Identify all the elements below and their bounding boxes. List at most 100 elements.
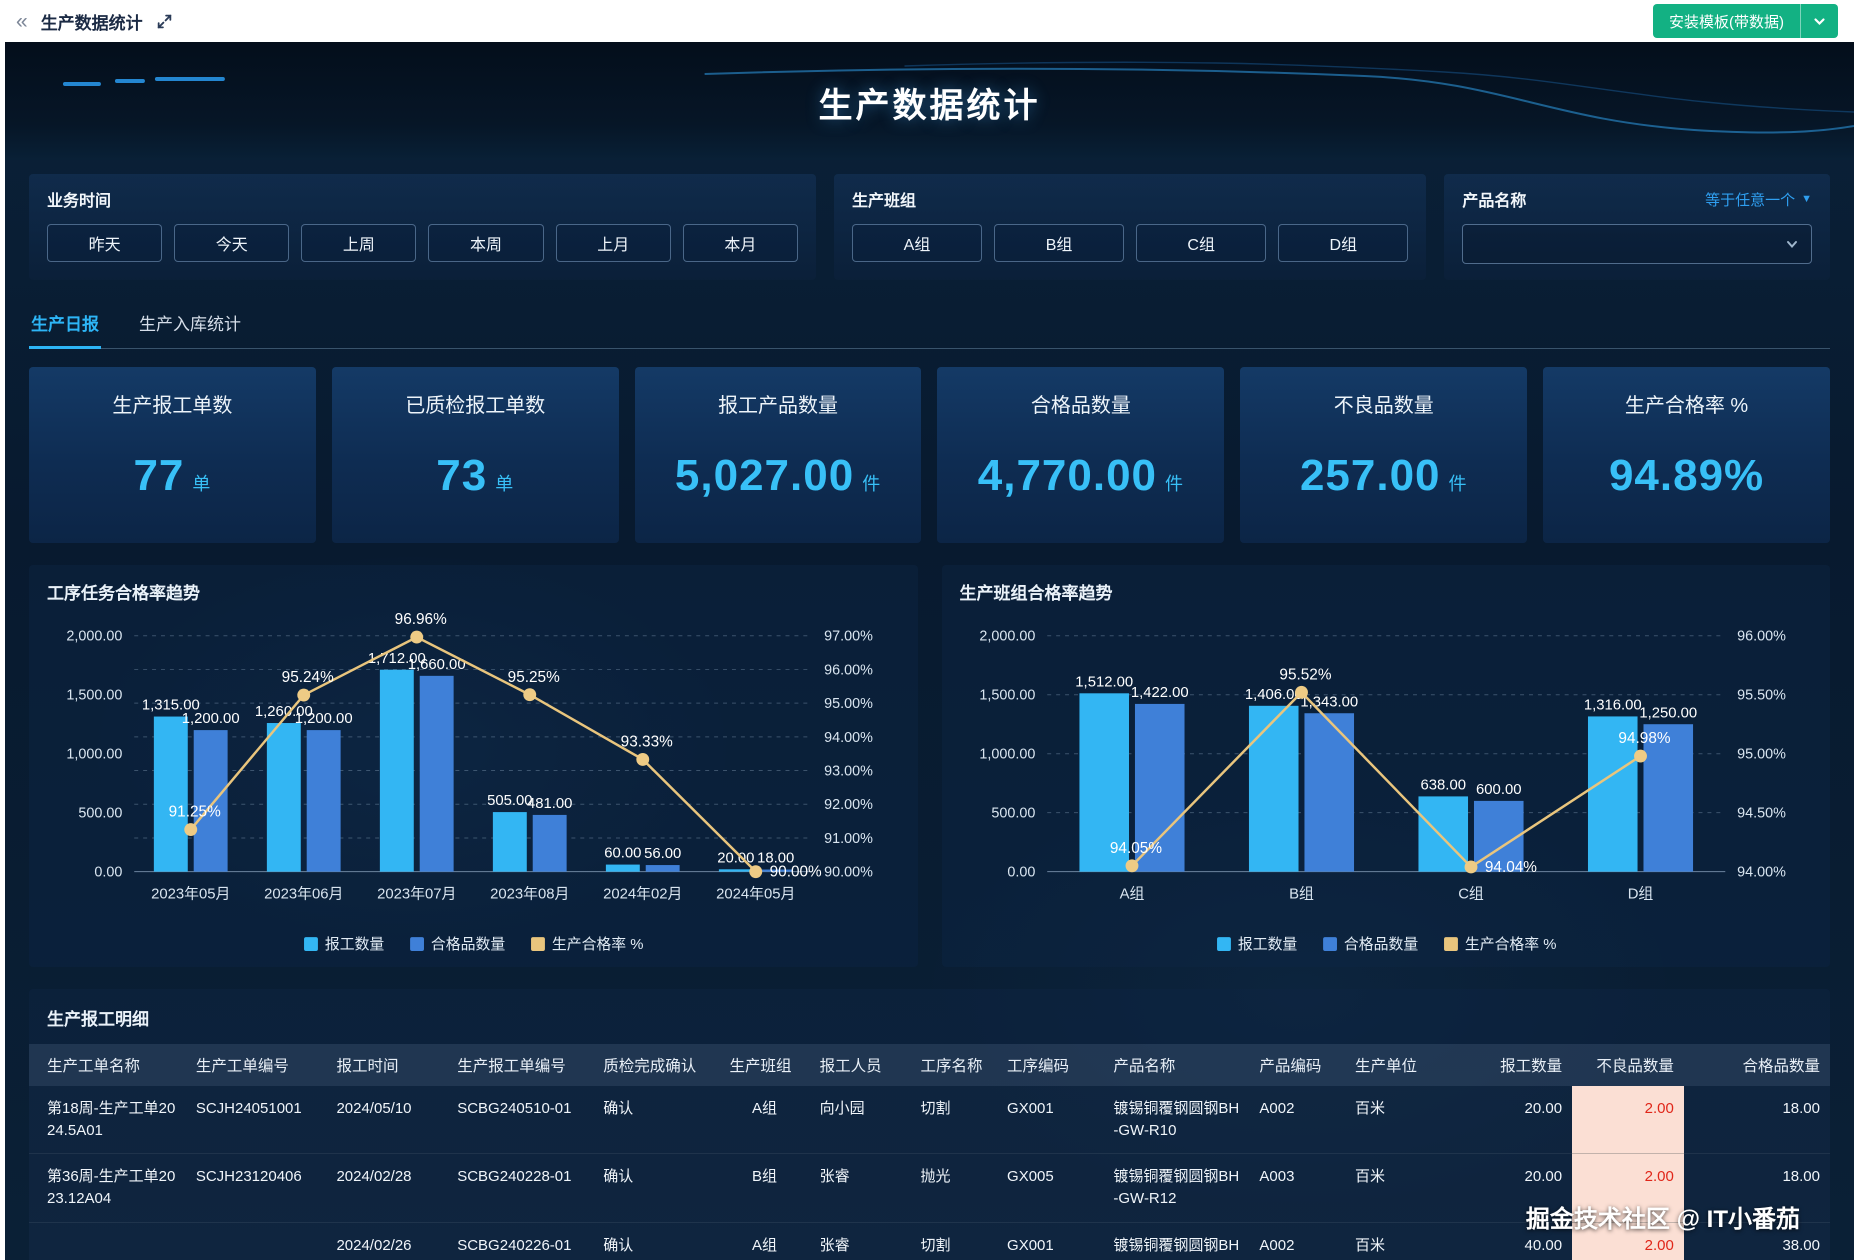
team-button-3[interactable]: C组	[1136, 224, 1267, 262]
kpi-card-5: 不良品数量 257.00 件	[1240, 367, 1528, 543]
column-header-10: 产品名称	[1113, 1057, 1176, 1075]
svg-text:2,000.00: 2,000.00	[66, 629, 122, 645]
svg-text:A组: A组	[1119, 885, 1144, 902]
time-range-button-1[interactable]: 昨天	[47, 224, 163, 262]
page-title: 生产数据统计	[40, 13, 143, 33]
kpi-unit: 件	[1165, 474, 1185, 494]
column-header-3: 报工时间	[336, 1057, 399, 1075]
svg-text:1,315.00: 1,315.00	[142, 698, 200, 714]
dashboard: 生产数据统计 业务时间 昨天 今天 上周 本周 上月 本月 生产班组 A组 B组 C组 D组 产…	[5, 42, 1854, 1260]
column-header-12: 生产单位	[1354, 1057, 1417, 1075]
table-cell: SCBG240226-01	[447, 1222, 594, 1260]
table-cell: 镀锡铜覆钢圆钢BH-GW-R10	[1103, 1085, 1250, 1155]
kpi-title: 已质检报工单数	[405, 395, 546, 417]
install-template-button[interactable]: 安装模板(带数据)	[1653, 4, 1800, 38]
team-button-1[interactable]: A组	[851, 224, 983, 262]
report-detail-panel: 生产报工明细 生产工单名称 生产工单编号 报工时间 生产报工单编号 质检完成确认 生产班组…	[29, 988, 1830, 1260]
table-cell: A组	[719, 1222, 810, 1260]
column-header-8: 工序名称	[920, 1057, 983, 1075]
install-template-dropdown[interactable]	[1800, 4, 1838, 38]
product-select[interactable]	[1462, 224, 1812, 264]
svg-text:D组: D组	[1627, 885, 1653, 902]
svg-text:1,660.00: 1,660.00	[408, 657, 466, 673]
table-cell: 18.00	[1683, 1085, 1830, 1155]
table-cell: 18.00	[1683, 1153, 1830, 1223]
table-title: 生产报工明细	[47, 1009, 149, 1029]
team-button-2[interactable]: B组	[994, 224, 1125, 262]
kpi-card-4: 合格品数量 4,770.00 件	[937, 367, 1225, 543]
banner: 生产数据统计	[5, 42, 1854, 160]
svg-text:96.00%: 96.00%	[824, 662, 873, 678]
time-filter-panel: 业务时间 昨天 今天 上周 本周 上月 本月	[29, 174, 816, 280]
charts-row: 工序任务合格率趋势 90.00% 91.00% 92.00% 93.00% 94.00%…	[29, 565, 1830, 967]
column-header-5: 质检完成确认	[603, 1057, 697, 1075]
table-cell: 百米	[1344, 1153, 1446, 1223]
svg-text:505.00: 505.00	[487, 793, 532, 809]
table-cell: SCBG240228-01	[447, 1153, 594, 1223]
banner-decoration	[62, 61, 1854, 134]
table-cell: SCJH23120406	[185, 1153, 327, 1223]
time-range-button-5[interactable]: 上月	[555, 224, 671, 262]
product-filter-panel: 产品名称 等于任意一个 ▼	[1444, 174, 1830, 280]
svg-text:2024年05月: 2024年05月	[716, 885, 795, 902]
kpi-card-2: 已质检报工单数 73 单	[331, 367, 619, 543]
svg-text:95.00%: 95.00%	[824, 696, 873, 712]
collapse-sidebar-icon[interactable]: «	[16, 9, 28, 33]
table-row[interactable]: 2024/02/26 SCBG240226-01 确认 A组 张睿 切割 GX001 镀锡铜覆…	[29, 1222, 1830, 1260]
table-cell: 2024/02/26	[326, 1222, 448, 1260]
table-cell: 40.00	[1445, 1222, 1573, 1260]
table-header-row: 生产工单名称 生产工单编号 报工时间 生产报工单编号 质检完成确认 生产班组 报工人员 工序名…	[29, 1043, 1830, 1086]
tab-production-inbound[interactable]: 生产入库统计	[139, 315, 241, 334]
tab-production-daily[interactable]: 生产日报	[29, 306, 101, 349]
table-cell: 第18周-生产工单2024.5A01	[29, 1085, 186, 1155]
kpi-title: 合格品数量	[1030, 395, 1131, 417]
svg-text:C组: C组	[1458, 885, 1484, 902]
column-header-2: 生产工单编号	[195, 1057, 289, 1075]
team-button-4[interactable]: D组	[1278, 224, 1409, 262]
table-row[interactable]: 第36周-生产工单2023.12A04 SCJH23120406 2024/02/2…	[29, 1153, 1830, 1223]
kpi-title: 生产合格率 %	[1624, 395, 1749, 417]
product-filter-label: 产品名称	[1462, 193, 1527, 210]
table-row[interactable]: 第18周-生产工单2024.5A01 SCJH24051001 2024/05/10…	[29, 1085, 1830, 1155]
kpi-unit: 件	[1448, 474, 1468, 494]
table-cell: SCBG240510-01	[447, 1085, 594, 1155]
svg-text:18.00: 18.00	[757, 851, 794, 867]
svg-text:2023年08月: 2023年08月	[490, 885, 569, 902]
kpi-value: 4,770.00 件	[977, 451, 1185, 500]
svg-text:90.00%: 90.00%	[770, 864, 822, 881]
table-cell: 向小园	[809, 1085, 911, 1155]
fullscreen-icon[interactable]	[156, 13, 173, 30]
svg-text:报工数量: 报工数量	[325, 936, 385, 953]
table-cell: A002	[1249, 1222, 1345, 1260]
time-range-button-4[interactable]: 本周	[428, 224, 544, 262]
svg-text:93.33%: 93.33%	[621, 734, 673, 751]
table-cell	[185, 1222, 327, 1260]
kpi-card-1: 生产报工单数 77 单	[29, 367, 316, 543]
table-cell: A003	[1249, 1153, 1345, 1223]
svg-text:638.00: 638.00	[1420, 777, 1465, 793]
kpi-title: 报工产品数量	[718, 395, 839, 417]
column-header-6: 生产班组	[729, 1057, 792, 1075]
svg-text:95.50%: 95.50%	[1737, 688, 1786, 704]
svg-text:481.00: 481.00	[527, 796, 572, 812]
svg-text:1,512.00: 1,512.00	[1075, 674, 1133, 690]
operator-dropdown[interactable]: 等于任意一个 ▼	[1705, 189, 1812, 210]
svg-text:94.98%: 94.98%	[1618, 730, 1670, 747]
time-range-button-6[interactable]: 本月	[682, 224, 798, 262]
topbar: « 生产数据统计 安装模板(带数据)	[0, 0, 1854, 42]
svg-text:1,500.00: 1,500.00	[66, 688, 122, 704]
table-cell: 确认	[593, 1153, 720, 1223]
svg-text:1,000.00: 1,000.00	[66, 747, 122, 763]
time-range-button-2[interactable]: 今天	[174, 224, 290, 262]
install-template-split-button: 安装模板(带数据)	[1653, 4, 1838, 38]
table-cell: 第36周-生产工单2023.12A04	[29, 1153, 186, 1223]
table-cell: GX005	[997, 1153, 1104, 1223]
dashboard-title: 生产数据统计	[818, 87, 1041, 125]
svg-text:1,250.00: 1,250.00	[1639, 705, 1697, 721]
svg-text:60.00: 60.00	[604, 846, 641, 862]
time-range-button-3[interactable]: 上周	[301, 224, 417, 262]
table-cell: A组	[719, 1085, 810, 1155]
column-header-7: 报工人员	[819, 1057, 882, 1075]
svg-text:合格品数量: 合格品数量	[431, 936, 505, 953]
svg-text:94.50%: 94.50%	[1737, 806, 1786, 822]
